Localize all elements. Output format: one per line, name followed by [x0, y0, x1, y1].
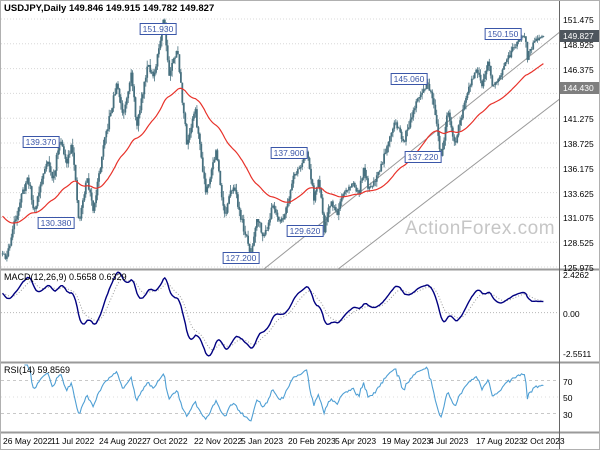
price-axis-label: 146.375: [563, 64, 594, 75]
price-annotation[interactable]: 129.620: [286, 225, 324, 237]
time-axis-label: 22 Nov 2022: [194, 436, 243, 446]
price-annotation[interactable]: 145.060: [390, 73, 428, 85]
time-axis-label: 19 May 2023: [382, 436, 432, 446]
price-annotation[interactable]: 139.370: [22, 136, 60, 148]
macd-axis-label: 0.00: [563, 308, 580, 319]
price-tag: 144.430: [560, 82, 599, 94]
price-axis-label: 136.175: [563, 163, 594, 174]
time-axis-label: 11 Jul 2022: [51, 436, 95, 446]
chart-title: USDJPY,Daily 149.846 149.915 149.782 149…: [4, 3, 215, 14]
price-axis-label: 125.975: [563, 263, 594, 273]
time-axis-label: 24 Aug 2022: [99, 436, 147, 446]
time-axis-label: 26 May 2022: [3, 436, 53, 446]
time-axis-label: 7 Oct 2022: [146, 436, 188, 446]
macd-label: MACD(12,26,9) 0.5658 0.6329: [4, 272, 127, 282]
price-annotation[interactable]: 127.200: [222, 252, 260, 264]
price-axis-label: 148.925: [563, 39, 594, 50]
time-axis-label: 17 Aug 2023: [476, 436, 524, 446]
price-annotation[interactable]: 150.150: [484, 28, 522, 40]
price-annotation[interactable]: 137.900: [270, 147, 308, 159]
price-annotation[interactable]: 130.380: [37, 217, 75, 229]
price-axis-label: 133.625: [563, 188, 594, 199]
price-axis-label: 151.475: [563, 15, 594, 25]
time-axis-label: 5 Jan 2023: [241, 436, 284, 446]
time-axis-label: 20 Feb 2023: [288, 436, 336, 446]
price-axis-label: 131.075: [563, 213, 594, 224]
rsi-axis-label: 30: [563, 409, 573, 420]
annotation-layer: 151.930 139.370 130.380 127.200 137.900 129.6…: [1, 1, 559, 433]
time-axis-label: 5 Apr 2023: [335, 436, 377, 446]
rsi-label: RSI(14) 59.8569: [4, 365, 71, 375]
price-axis-label: 128.525: [563, 238, 594, 249]
price-axis-label: 138.725: [563, 139, 594, 149]
macd-axis-label: 2.4262: [563, 269, 589, 280]
time-axis-label: 2 Oct 2023: [523, 436, 565, 446]
price-tag: 149.827: [560, 29, 599, 42]
macd-axis-label: -2.5511: [563, 349, 592, 360]
price-axis[interactable]: 151.475 148.925 146.375 141.275 138.725 136.1…: [560, 1, 599, 449]
price-annotation[interactable]: 137.220: [404, 151, 442, 163]
price-annotation[interactable]: 151.930: [139, 23, 177, 35]
rsi-axis-label: 70: [563, 376, 573, 387]
time-axis-label: 4 Jul 2023: [429, 436, 469, 446]
rsi-axis-label: 50: [563, 393, 573, 403]
watermark: ActionForex.com: [405, 218, 556, 239]
time-axis[interactable]: 26 May 2022 11 Jul 2022 24 Aug 2022 7 Oct 2…: [1, 433, 599, 449]
price-axis-label: 141.275: [563, 114, 594, 125]
